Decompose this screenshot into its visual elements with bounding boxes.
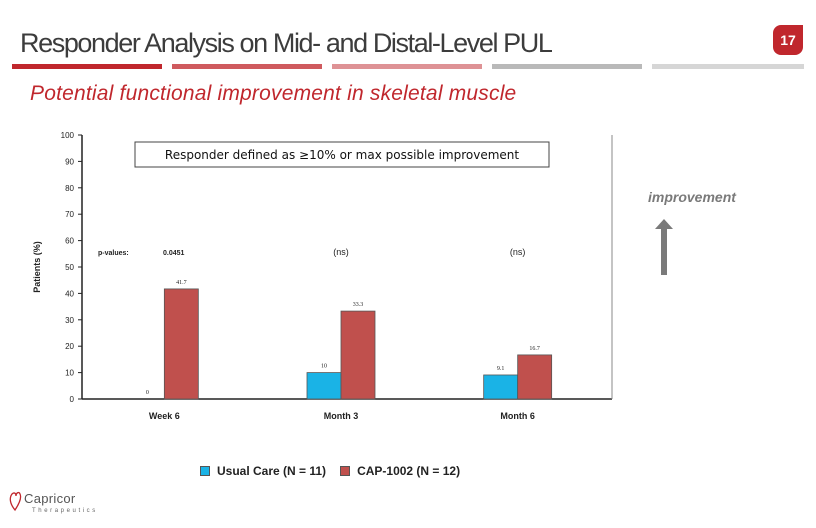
legend-swatch — [200, 466, 210, 476]
x-tick-label: Month 6 — [500, 411, 535, 421]
underline-segment — [652, 64, 804, 69]
bar-value-label: 16.7 — [529, 346, 540, 352]
y-tick-label: 70 — [65, 210, 74, 219]
bar-usual-care — [306, 372, 342, 400]
underline-segment — [332, 64, 482, 69]
underline-segment — [12, 64, 162, 69]
bar-value-label: 10 — [321, 364, 327, 370]
y-tick-label: 0 — [70, 395, 75, 404]
x-tick-label: Week 6 — [149, 411, 180, 421]
underline-segment — [172, 64, 322, 69]
page-number-badge: 17 — [773, 25, 803, 55]
y-tick-label: 10 — [65, 369, 74, 378]
y-tick-label: 50 — [65, 263, 74, 272]
y-axis-label: Patients (%) — [32, 241, 42, 293]
y-tick-label: 30 — [65, 316, 74, 325]
bar-value-label: 33.3 — [353, 302, 364, 308]
company-logo: Capricor Therapeutics — [8, 490, 98, 514]
bar-cap-1002 — [340, 310, 376, 400]
slide-subtitle: Potential functional improvement in skel… — [30, 82, 517, 105]
p-value: (ns) — [333, 247, 349, 257]
p-values-label: p-values: — [98, 250, 129, 257]
logo-wordmark: Capricor — [24, 491, 76, 506]
bar-value-label: 0 — [146, 390, 149, 396]
improvement-label: improvement — [648, 189, 736, 205]
up-arrow-icon — [655, 219, 673, 275]
annotation-box — [134, 141, 550, 168]
p-value: 0.0451 — [163, 250, 185, 257]
y-tick-label: 60 — [65, 237, 74, 246]
underline-segment — [492, 64, 642, 69]
responder-definition-note: Responder defined as ≥10% or max possibl… — [165, 148, 519, 162]
slide-title: Responder Analysis on Mid- and Distal-Le… — [20, 28, 553, 58]
logo-tagline: Therapeutics — [32, 508, 98, 514]
bar-usual-care — [483, 374, 519, 400]
legend-item-cap-1002: CAP-1002 (N = 12) — [340, 464, 460, 478]
p-value: (ns) — [510, 247, 526, 257]
legend-label: Usual Care (N = 11) — [217, 464, 327, 478]
x-tick-label: Month 3 — [324, 411, 359, 421]
capricor-logo-icon — [9, 491, 22, 512]
y-tick-label: 40 — [65, 289, 74, 298]
bar-value-label: 41.7 — [176, 280, 187, 286]
y-tick-label: 80 — [65, 184, 74, 193]
bar-cap-1002 — [517, 354, 553, 400]
legend-label: CAP-1002 (N = 12) — [357, 464, 461, 478]
y-tick-label: 90 — [65, 157, 74, 166]
title-underline — [12, 64, 804, 69]
y-tick-label: 20 — [65, 342, 74, 351]
chart-legend: Usual Care (N = 11) CAP-1002 (N = 12) — [200, 464, 474, 478]
legend-item-usual-care: Usual Care (N = 11) — [200, 464, 326, 478]
y-tick-label: 100 — [61, 131, 75, 140]
bar-value-label: 9.1 — [497, 366, 505, 372]
legend-swatch — [340, 466, 351, 476]
bar-cap-1002 — [163, 288, 199, 400]
